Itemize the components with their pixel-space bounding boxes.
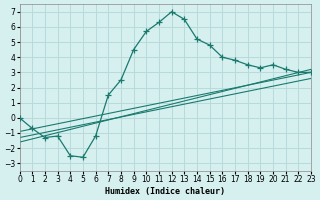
X-axis label: Humidex (Indice chaleur): Humidex (Indice chaleur) [105,187,225,196]
